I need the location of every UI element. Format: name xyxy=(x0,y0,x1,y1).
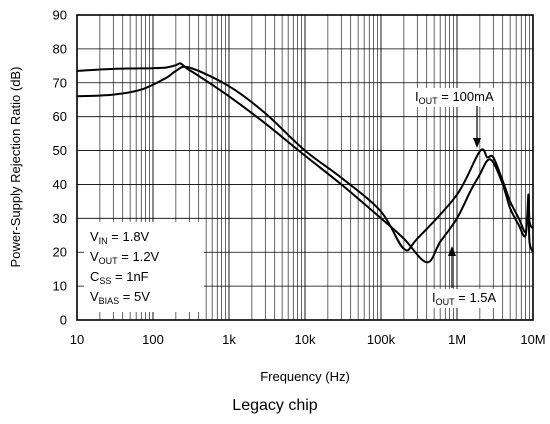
x-tick-labels: 10 100 1k 10k 100k 1M 10M xyxy=(70,332,546,347)
svg-text:VOUT = 1.2V: VOUT = 1.2V xyxy=(90,249,160,266)
condition-label: VIN = 1.8V xyxy=(90,229,150,246)
x-tick-label: 1M xyxy=(448,332,466,347)
data-curves xyxy=(76,62,534,264)
condition-label: CSS = 1nF xyxy=(90,269,149,286)
label-iout-1-5a: IOUT = 1.5A xyxy=(430,289,499,308)
svg-text:CSS = 1nF: CSS = 1nF xyxy=(90,269,149,286)
y-tick-label: 90 xyxy=(53,8,67,23)
y-tick-label: 80 xyxy=(53,41,67,56)
y-tick-label: 40 xyxy=(53,177,67,192)
arrow-100ma-head xyxy=(473,138,481,148)
chart-caption: Legacy chip xyxy=(232,397,318,414)
y-tick-label: 0 xyxy=(60,313,67,328)
svg-text:IOUT = 1.5A: IOUT = 1.5A xyxy=(432,290,497,307)
svg-text:VIN = 1.8V: VIN = 1.8V xyxy=(90,229,150,246)
series-line-100ma xyxy=(76,62,534,264)
annotations: IOUT = 100mA IOUT = 1.5A VIN = 1.8V VOUT = … xyxy=(84,88,499,312)
x-tick-label: 100 xyxy=(142,332,164,347)
y-tick-label: 20 xyxy=(53,245,67,260)
label-background xyxy=(430,289,499,308)
x-axis-title: Frequency (Hz) xyxy=(260,369,350,384)
series-line-1-5a xyxy=(76,65,534,253)
x-tick-label: 10 xyxy=(70,332,84,347)
condition-label: VOUT = 1.2V xyxy=(90,249,160,266)
x-tick-label: 1k xyxy=(222,332,236,347)
svg-text:VBIAS = 5V: VBIAS = 5V xyxy=(90,289,150,306)
plot-frame xyxy=(76,14,534,321)
y-tick-label: 50 xyxy=(53,143,67,158)
y-axis-title: Power-Supply Rejection Ratio (dB) xyxy=(8,67,23,268)
arrow-1-5a-head xyxy=(448,246,456,256)
x-tick-label: 10k xyxy=(295,332,316,347)
y-tick-label: 70 xyxy=(53,75,67,90)
y-tick-labels: 0 10 20 30 40 50 60 70 80 90 xyxy=(53,8,67,328)
condition-label: VBIAS = 5V xyxy=(90,289,150,306)
x-tick-label: 10M xyxy=(520,332,545,347)
label-background xyxy=(413,88,496,107)
svg-text:IOUT = 100mA: IOUT = 100mA xyxy=(415,89,494,106)
label-iout-100ma: IOUT = 100mA xyxy=(413,88,496,107)
y-tick-label: 10 xyxy=(53,279,67,294)
conditions-background xyxy=(84,222,204,312)
y-tick-label: 60 xyxy=(53,109,67,124)
y-tick-label: 30 xyxy=(53,211,67,226)
x-tick-label: 100k xyxy=(367,332,396,347)
